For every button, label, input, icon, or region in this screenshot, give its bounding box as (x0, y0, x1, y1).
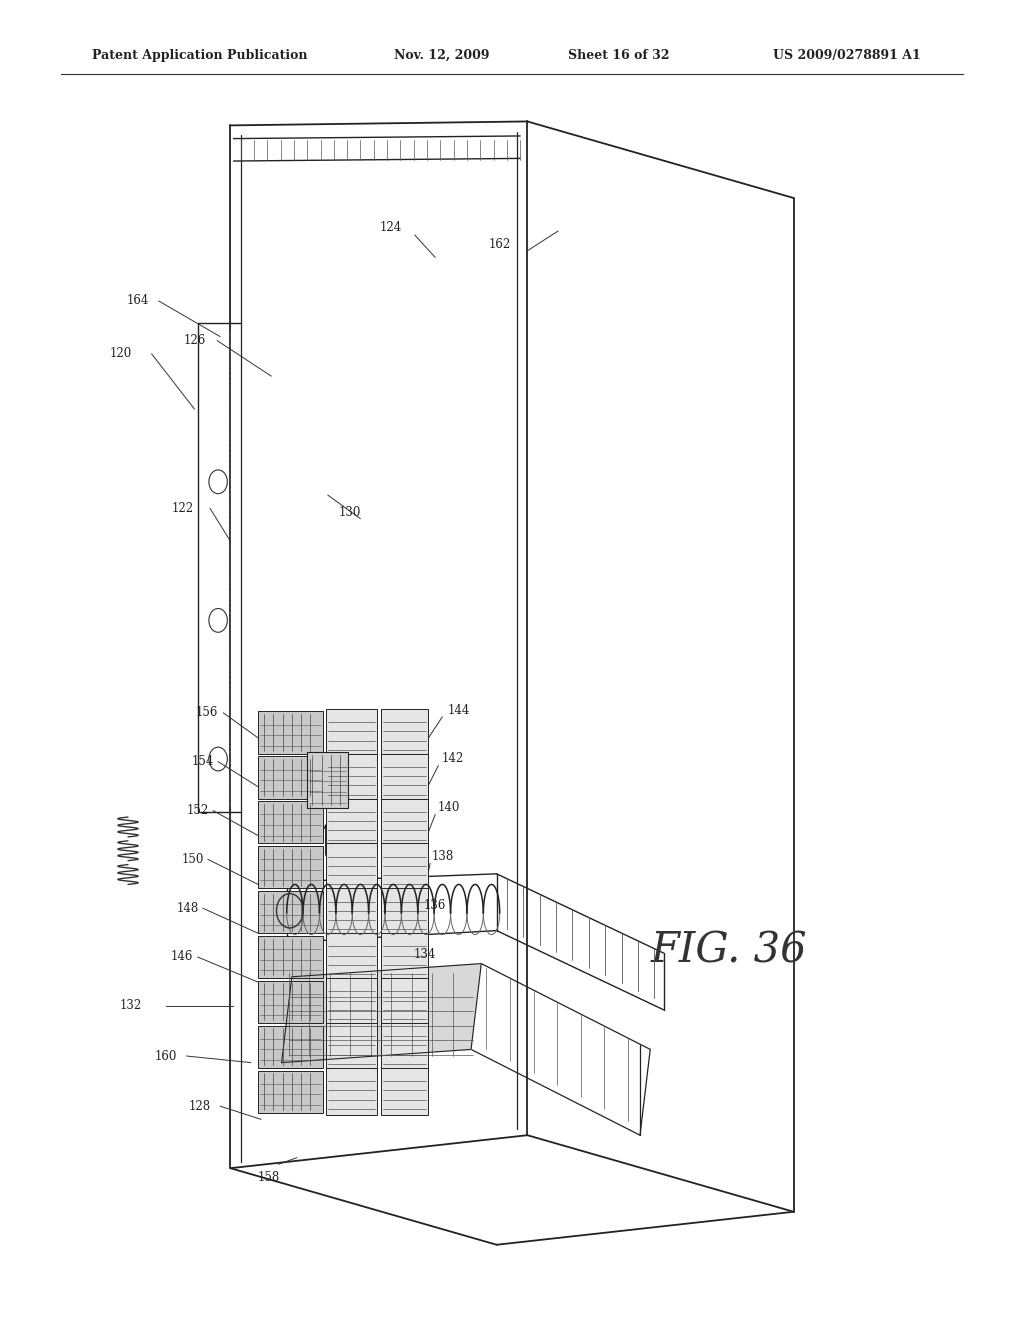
Text: 126: 126 (183, 334, 206, 347)
Text: 148: 148 (176, 902, 199, 915)
Bar (381, 843, 428, 891)
Bar (326, 978, 377, 1026)
Bar (381, 799, 428, 846)
Text: US 2009/0278891 A1: US 2009/0278891 A1 (773, 49, 921, 62)
Text: FIG. 36: FIG. 36 (650, 929, 807, 972)
Bar (326, 1068, 377, 1115)
Bar (326, 1023, 377, 1071)
Text: 150: 150 (181, 853, 204, 866)
Bar (381, 1068, 428, 1115)
Text: 140: 140 (437, 801, 460, 814)
Text: Nov. 12, 2009: Nov. 12, 2009 (394, 49, 489, 62)
Bar (326, 933, 377, 981)
Text: 132: 132 (120, 999, 142, 1012)
Text: 120: 120 (110, 347, 132, 360)
Text: 124: 124 (380, 220, 402, 234)
Bar (258, 936, 323, 978)
Bar (381, 978, 428, 1026)
Bar (258, 891, 323, 933)
Bar (326, 888, 377, 936)
Text: 130: 130 (339, 506, 361, 519)
Text: 160: 160 (155, 1049, 177, 1063)
Bar (326, 754, 377, 801)
Text: 164: 164 (127, 294, 150, 308)
Text: 152: 152 (186, 804, 209, 817)
Bar (381, 1023, 428, 1071)
Bar (258, 801, 323, 843)
Bar (381, 754, 428, 801)
Text: 136: 136 (424, 899, 446, 912)
Text: Sheet 16 of 32: Sheet 16 of 32 (568, 49, 670, 62)
Bar (326, 709, 377, 756)
Text: 158: 158 (257, 1171, 280, 1184)
Bar (258, 711, 323, 754)
Bar (258, 981, 323, 1023)
Text: 162: 162 (488, 238, 511, 251)
Bar (381, 933, 428, 981)
Text: 144: 144 (447, 704, 470, 717)
Text: 146: 146 (171, 950, 194, 964)
Bar (326, 799, 377, 846)
Bar (326, 843, 377, 891)
Text: 154: 154 (191, 755, 214, 768)
Text: 134: 134 (414, 948, 436, 961)
Text: 138: 138 (431, 850, 454, 863)
Bar (258, 756, 323, 799)
Text: 142: 142 (441, 752, 464, 766)
Text: 156: 156 (196, 706, 218, 719)
Text: 128: 128 (188, 1100, 211, 1113)
Text: 122: 122 (171, 502, 194, 515)
Bar (258, 1071, 323, 1113)
Bar (381, 709, 428, 756)
Bar (381, 888, 428, 936)
Bar (258, 846, 323, 888)
Bar (307, 752, 348, 808)
Text: Patent Application Publication: Patent Application Publication (92, 49, 307, 62)
Bar (258, 1026, 323, 1068)
Polygon shape (282, 964, 481, 1063)
